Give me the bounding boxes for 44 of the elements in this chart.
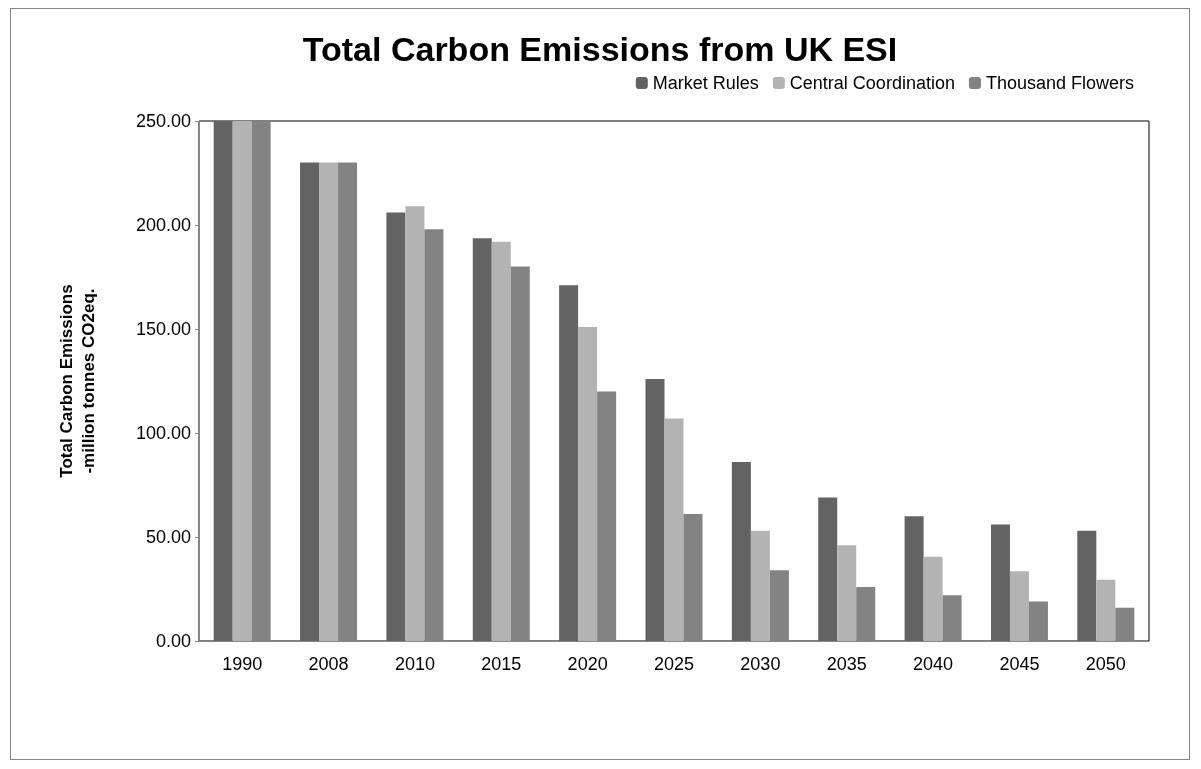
y-tick-label: 50.00 — [145, 527, 191, 547]
y-tick-label: 200.00 — [135, 215, 191, 235]
bar — [664, 418, 684, 641]
bar — [750, 530, 770, 641]
legend-label: Thousand Flowers — [985, 73, 1135, 93]
x-tick-label: 2040 — [913, 654, 954, 674]
bar — [300, 162, 320, 641]
bar — [232, 121, 252, 641]
bar — [731, 462, 751, 641]
y-tick-label: 150.00 — [135, 319, 191, 339]
x-tick-label: 2030 — [740, 654, 781, 674]
chart-title: Total Carbon Emissions from UK ESI — [302, 30, 898, 68]
bar — [491, 241, 511, 641]
x-tick-label: 2035 — [826, 654, 867, 674]
y-tick-label: 0.00 — [155, 631, 191, 651]
y-tick-label: 100.00 — [135, 423, 191, 443]
bar — [578, 326, 598, 641]
x-tick-label: 2015 — [481, 654, 522, 674]
bar — [1096, 579, 1116, 641]
bar — [213, 121, 233, 641]
x-tick-label: 1990 — [222, 654, 263, 674]
y-tick-label: 250.00 — [135, 111, 191, 131]
legend-label: Market Rules — [652, 73, 759, 93]
x-tick-label: 2045 — [999, 654, 1040, 674]
x-tick-label: 2010 — [394, 654, 435, 674]
bar — [923, 556, 943, 641]
bar — [319, 162, 339, 641]
x-tick-label: 2025 — [653, 654, 695, 674]
legend-label: Central Coordination — [789, 73, 955, 93]
x-tick-label: 2020 — [567, 654, 608, 674]
bar — [818, 497, 838, 641]
bar — [1077, 530, 1097, 641]
bar — [559, 285, 579, 641]
bar — [837, 545, 857, 641]
y-axis-title: Total Carbon Emissions -million tonnes CO2eq. — [56, 284, 98, 478]
bar — [1009, 571, 1029, 641]
bar — [645, 378, 665, 641]
bar — [386, 212, 406, 641]
bar — [405, 206, 425, 641]
bar — [904, 516, 924, 641]
bar — [990, 524, 1010, 641]
bar — [472, 238, 492, 641]
x-tick-label: 2008 — [308, 654, 349, 674]
x-tick-label: 2050 — [1085, 654, 1126, 674]
